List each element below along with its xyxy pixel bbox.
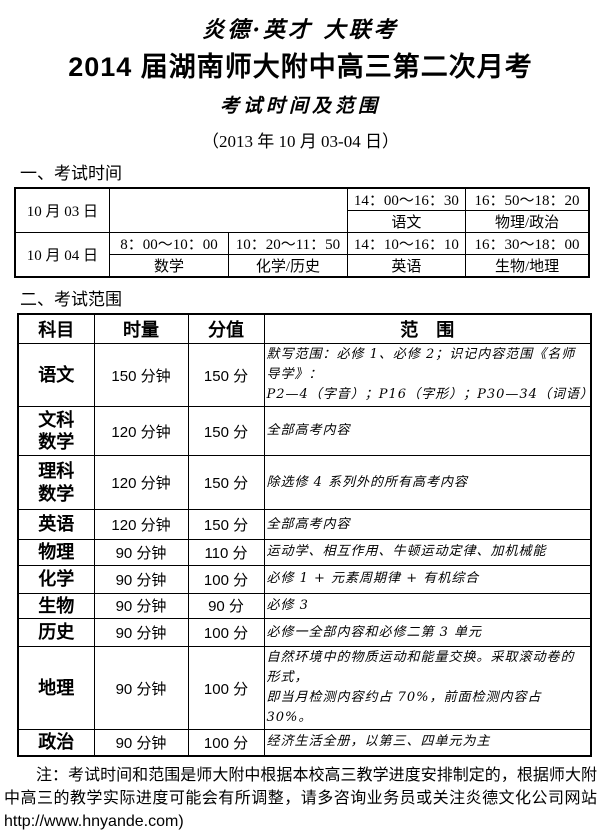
schedule-subject-cell: 化学/历史 bbox=[228, 254, 348, 278]
exam-date-line: （2013 年 10 月 03-04 日） bbox=[202, 132, 399, 151]
schedule-row-day1-times: 10 月 03 日 14：00～16：30 16：50～18：20 bbox=[14, 187, 590, 233]
schedule-time-cell: 8：00～10：00 bbox=[108, 232, 230, 255]
subject-cell: 文科 数学 bbox=[17, 406, 95, 456]
schedule-subject-cell: 数学 bbox=[108, 254, 230, 278]
scope-cell: 必修 3 bbox=[263, 592, 592, 619]
scope-row-history: 历史 90 分钟 100 分 必修一全部内容和必修二第 3 单元 bbox=[17, 618, 592, 647]
duration-cell: 90 分钟 bbox=[93, 618, 189, 647]
page-title: 2014 届湖南师大附中高三第二次月考 bbox=[68, 52, 533, 82]
subject-cell: 物理 bbox=[17, 539, 95, 566]
footer-note: 注：考试时间和范围是师大附中根据本校高三教学进度安排制定的，根据师大附中高三的教… bbox=[4, 766, 597, 830]
scope-row-chemistry: 化学 90 分钟 100 分 必修 1 + 元素周期律 + 有机综合 bbox=[17, 564, 592, 594]
score-cell: 100 分 bbox=[187, 646, 265, 730]
section-heading-exam-time: 一、考试时间 bbox=[20, 164, 122, 183]
document-header: 炎德·英才 大联考 2014 届湖南师大附中高三第二次月考 考试时间及范围 （2… bbox=[3, 12, 598, 152]
duration-cell: 90 分钟 bbox=[93, 646, 189, 730]
schedule-subject-cell: 物理/政治 bbox=[465, 210, 590, 233]
schedule-subject-cell: 生物/地理 bbox=[465, 254, 590, 278]
score-cell: 150 分 bbox=[187, 406, 265, 456]
column-header-subject: 科目 bbox=[17, 313, 95, 344]
scope-cell: 自然环境中的物质运动和能量交换。采取滚动卷的形式， 即当月检测内容约占 70%，… bbox=[263, 646, 592, 730]
subject-cell: 化学 bbox=[17, 564, 95, 594]
brand-line: 炎德·英才 大联考 bbox=[202, 17, 399, 43]
scope-row-english: 英语 120 分钟 150 分 全部高考内容 bbox=[17, 509, 592, 540]
schedule-time-cell: 16：50～18：20 bbox=[465, 187, 590, 211]
schedule-row-day2-subjects: 数学 化学/历史 英语 生物/地理 bbox=[15, 254, 590, 278]
schedule-date-cell: 10 月 04 日 bbox=[14, 232, 110, 278]
scope-row-biology: 生物 90 分钟 90 分 必修 3 bbox=[17, 592, 592, 619]
score-cell: 100 分 bbox=[187, 618, 265, 647]
scope-cell: 必修一全部内容和必修二第 3 单元 bbox=[263, 618, 592, 647]
scope-header-row: 科目 时量 分值 范 围 bbox=[17, 313, 592, 344]
column-header-score: 分值 bbox=[187, 313, 265, 344]
schedule-subject-cell: 英语 bbox=[346, 254, 467, 278]
scope-cell: 默写范围：必修 1、必修 2；识记内容范围《名师导学》： P2—4（字音）；P1… bbox=[263, 343, 592, 407]
duration-cell: 90 分钟 bbox=[93, 539, 189, 566]
scope-row-science-math: 理科 数学 120 分钟 150 分 除选修 4 系列外的所有高考内容 bbox=[17, 455, 592, 510]
schedule-row-day2-times: 10 月 04 日 8：00～10：00 10：20～11：50 14：10～1… bbox=[14, 232, 590, 278]
scope-cell: 运动学、相互作用、牛顿运动定律、加机械能 bbox=[263, 539, 592, 566]
page-subtitle: 考试时间及范围 bbox=[219, 95, 381, 117]
scope-row-chinese: 语文 150 分钟 150 分 默写范围：必修 1、必修 2；识记内容范围《名师… bbox=[17, 343, 592, 407]
scope-row-physics: 物理 90 分钟 110 分 运动学、相互作用、牛顿运动定律、加机械能 bbox=[17, 539, 592, 566]
subject-cell: 英语 bbox=[17, 509, 95, 540]
duration-cell: 90 分钟 bbox=[93, 592, 189, 619]
duration-cell: 150 分钟 bbox=[93, 343, 189, 407]
schedule-time-cell: 14：10～16：10 bbox=[346, 232, 467, 255]
subject-cell: 理科 数学 bbox=[17, 455, 95, 510]
schedule-time-cell: 16：30～18：00 bbox=[465, 232, 590, 255]
score-cell: 100 分 bbox=[187, 564, 265, 594]
schedule-time-cell: 14：00～16：30 bbox=[346, 187, 467, 211]
schedule-subject-cell: 语文 bbox=[346, 210, 467, 233]
subject-cell: 政治 bbox=[17, 729, 95, 756]
scope-row-liberal-arts-math: 文科 数学 120 分钟 150 分 全部高考内容 bbox=[17, 406, 592, 456]
scope-cell: 必修 1 + 元素周期律 + 有机综合 bbox=[263, 564, 592, 594]
column-header-scope: 范 围 bbox=[263, 313, 592, 344]
score-cell: 150 分 bbox=[187, 343, 265, 407]
duration-cell: 90 分钟 bbox=[93, 729, 189, 756]
scope-cell: 全部高考内容 bbox=[263, 406, 592, 456]
schedule-date-cell: 10 月 03 日 bbox=[14, 187, 110, 233]
score-cell: 90 分 bbox=[187, 592, 265, 619]
section-heading-exam-scope: 二、考试范围 bbox=[20, 290, 122, 309]
exam-scope-table: 科目 时量 分值 范 围 语文 150 分钟 150 分 默写范围：必修 1、必… bbox=[17, 313, 592, 757]
subject-cell: 生物 bbox=[17, 592, 95, 619]
scope-cell: 经济生活全册，以第三、四单元为主 bbox=[263, 729, 592, 756]
score-cell: 150 分 bbox=[187, 455, 265, 510]
scope-row-politics: 政治 90 分钟 100 分 经济生活全册，以第三、四单元为主 bbox=[17, 729, 592, 756]
subject-cell: 语文 bbox=[17, 343, 95, 407]
duration-cell: 90 分钟 bbox=[93, 564, 189, 594]
duration-cell: 120 分钟 bbox=[93, 509, 189, 540]
column-header-duration: 时量 bbox=[93, 313, 189, 344]
duration-cell: 120 分钟 bbox=[93, 406, 189, 456]
score-cell: 110 分 bbox=[187, 539, 265, 566]
score-cell: 150 分 bbox=[187, 509, 265, 540]
duration-cell: 120 分钟 bbox=[93, 455, 189, 510]
schedule-empty-cell bbox=[108, 187, 348, 233]
schedule-time-cell: 10：20～11：50 bbox=[228, 232, 348, 255]
exam-time-table: 10 月 03 日 14：00～16：30 16：50～18：20 语文 物理/… bbox=[14, 187, 590, 278]
subject-cell: 历史 bbox=[17, 618, 95, 647]
scope-cell: 除选修 4 系列外的所有高考内容 bbox=[263, 455, 592, 510]
scope-cell: 全部高考内容 bbox=[263, 509, 592, 540]
score-cell: 100 分 bbox=[187, 729, 265, 756]
subject-cell: 地理 bbox=[17, 646, 95, 730]
scope-row-geography: 地理 90 分钟 100 分 自然环境中的物质运动和能量交换。采取滚动卷的形式，… bbox=[17, 646, 592, 730]
